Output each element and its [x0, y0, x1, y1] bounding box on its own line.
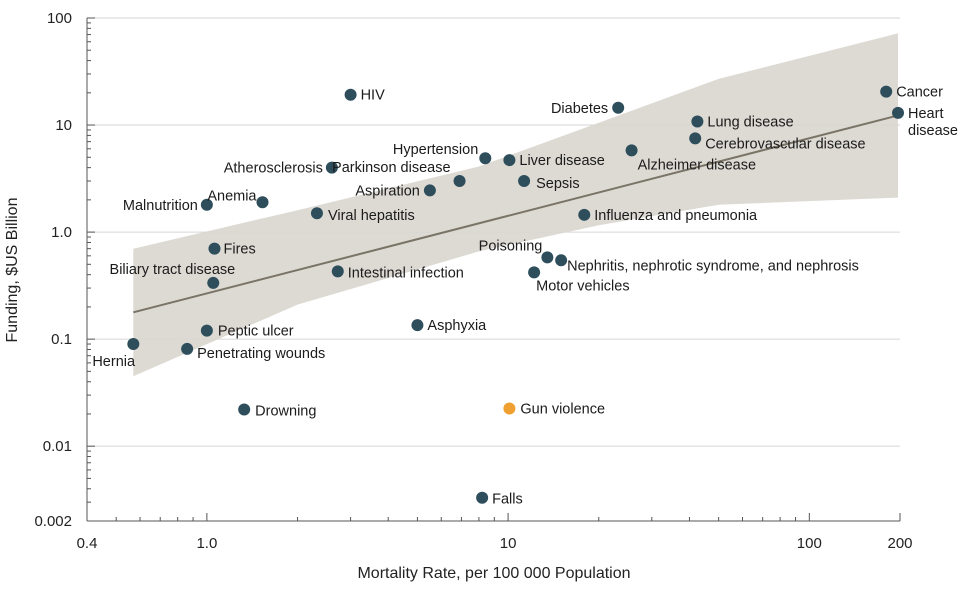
- point-label-anemia: Anemia: [207, 188, 257, 204]
- y-tick-label: 1.0: [51, 224, 72, 241]
- point-penetrating-wounds: [181, 342, 194, 355]
- x-tick-label: 10: [500, 535, 517, 552]
- point-label-malnutrition: Malnutrition: [123, 198, 198, 214]
- y-tick-label: 0.002: [34, 513, 72, 530]
- point-label-viral-hepatitis: Viral hepatitis: [328, 208, 415, 224]
- point-label-atherosclerosis: Atherosclerosis: [224, 161, 323, 177]
- point-label-diabetes: Diabetes: [551, 101, 608, 117]
- points-layer: [127, 85, 905, 504]
- point-anemia: [256, 196, 269, 209]
- point-label-biliary-tract-disease: Biliary tract disease: [110, 262, 236, 278]
- point-label-drowning: Drowning: [255, 404, 316, 420]
- point-label-cancer: Cancer: [896, 85, 943, 101]
- point-parkinson-disease: [453, 175, 466, 188]
- point-label-intestinal-infection: Intestinal infection: [348, 265, 464, 281]
- confidence-band-layer: [133, 33, 899, 377]
- point-hiv: [344, 88, 357, 101]
- point-label-hernia: Hernia: [92, 354, 136, 370]
- point-cancer: [880, 85, 893, 98]
- point-malnutrition: [200, 198, 213, 211]
- point-diabetes: [612, 101, 625, 114]
- x-tick-label: 1.0: [196, 535, 217, 552]
- y-tick-label: 10: [55, 117, 72, 134]
- y-tick-label: 100: [47, 10, 72, 27]
- y-tick-label: 0.1: [51, 331, 72, 348]
- point-hypertension: [479, 152, 492, 165]
- x-tick-label: 0.4: [77, 535, 98, 552]
- point-intestinal-infection: [331, 265, 344, 278]
- point-heart: [892, 106, 905, 119]
- point-label-heart-line2: disease: [908, 123, 958, 139]
- point-drowning: [238, 403, 251, 416]
- x-tick-label: 200: [887, 535, 912, 552]
- point-lung-disease: [691, 115, 704, 128]
- point-asphyxia: [411, 319, 424, 332]
- point-aspiration: [423, 184, 436, 197]
- point-label-aspiration: Aspiration: [355, 183, 419, 199]
- point-viral-hepatitis: [310, 207, 323, 220]
- point-hernia: [127, 338, 140, 351]
- point-label-peptic-ulcer: Peptic ulcer: [218, 324, 294, 340]
- point-label-parkinson-disease: Parkinson disease: [332, 160, 451, 176]
- trend-line-layer: [133, 114, 899, 314]
- point-liver-disease: [503, 154, 516, 167]
- point-poisoning: [541, 251, 554, 264]
- point-label-sepsis: Sepsis: [536, 176, 580, 192]
- point-influenza-and-pneumonia: [578, 208, 591, 221]
- point-label-cerebrovascular-disease: Cerebrovascular disease: [705, 136, 865, 152]
- point-label-alzheimer-disease: Alzheimer disease: [638, 157, 756, 173]
- confidence-band: [133, 33, 899, 377]
- axis-layer: 100 10 1.0 0.1 0.01 0.002 0.4 1.0 10 100 200: [34, 10, 912, 552]
- trend-line: [133, 114, 899, 314]
- x-axis-title: Mortality Rate, per 100 000 Population: [357, 565, 630, 582]
- point-label-fires: Fires: [223, 242, 255, 258]
- point-label-asphyxia: Asphyxia: [427, 318, 487, 334]
- point-label-liver-disease: Liver disease: [519, 153, 604, 169]
- point-motor-vehicles: [528, 266, 541, 279]
- point-biliary-tract-disease: [207, 276, 220, 289]
- point-label-gun-violence: Gun violence: [520, 401, 605, 417]
- point-label-penetrating-wounds: Penetrating wounds: [197, 346, 325, 362]
- point-label-lung-disease: Lung disease: [707, 114, 793, 130]
- point-label-hiv: HIV: [361, 88, 386, 104]
- point-label-influenza-and-pneumonia: Influenza and pneumonia: [594, 208, 758, 224]
- point-label-nephritis-nephrotic-syndrome-and-nephrosis: Nephritis, nephrotic syndrome, and nephr…: [567, 258, 859, 274]
- point-cerebrovascular-disease: [689, 132, 702, 145]
- point-label-heart: Heart: [908, 106, 943, 122]
- point-label-poisoning: Poisoning: [479, 238, 543, 254]
- point-label-falls: Falls: [492, 492, 523, 508]
- y-tick-label: 0.01: [43, 438, 72, 455]
- point-peptic-ulcer: [200, 324, 213, 337]
- x-tick-label: 100: [797, 535, 822, 552]
- point-atherosclerosis: [325, 161, 338, 174]
- point-fires: [208, 242, 221, 255]
- point-gun-violence: [503, 402, 516, 415]
- point-sepsis: [518, 175, 531, 188]
- point-falls: [476, 491, 489, 504]
- point-label-motor-vehicles: Motor vehicles: [536, 278, 629, 294]
- point-nephritis-nephrotic-syndrome-and-nephrosis: [555, 254, 568, 267]
- point-alzheimer-disease: [625, 144, 638, 157]
- point-label-hypertension: Hypertension: [393, 142, 478, 158]
- y-axis-title: Funding, $US Billion: [4, 198, 21, 343]
